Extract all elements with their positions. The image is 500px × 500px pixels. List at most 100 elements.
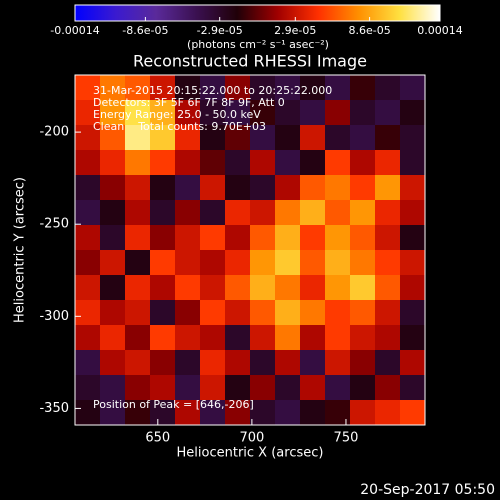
heatmap-cell [400, 200, 426, 226]
heatmap-cell [100, 375, 126, 401]
heatmap-cell [275, 175, 301, 201]
heatmap-cell [250, 325, 276, 351]
heatmap-cell [350, 175, 376, 201]
heatmap-cell [375, 125, 401, 151]
heatmap-cell [400, 350, 426, 376]
heatmap-cell [375, 325, 401, 351]
heatmap-cell [325, 100, 351, 126]
heatmap-cell [150, 275, 176, 301]
heatmap-cell [300, 400, 326, 426]
heatmap-cell [325, 400, 351, 426]
heatmap-cell [75, 225, 101, 251]
heatmap-cell [300, 300, 326, 326]
heatmap-cell [300, 200, 326, 226]
heatmap-cell [325, 300, 351, 326]
heatmap-cell [225, 375, 251, 401]
heatmap-cell [325, 275, 351, 301]
chart-title: Reconstructed RHESSI Image [133, 52, 367, 71]
heatmap-cell [150, 175, 176, 201]
heatmap-cell [200, 300, 226, 326]
heatmap-cell [175, 350, 201, 376]
heatmap-cell [300, 325, 326, 351]
heatmap-cell [175, 325, 201, 351]
heatmap-cell [275, 400, 301, 426]
heatmap-cell [325, 175, 351, 201]
heatmap-cell [375, 300, 401, 326]
heatmap-cell [225, 325, 251, 351]
heatmap-cell [225, 75, 251, 101]
heatmap-cell [200, 200, 226, 226]
heatmap-cell [150, 375, 176, 401]
heatmap-cell [250, 300, 276, 326]
x-tick-label: 750 [334, 431, 359, 446]
heatmap-cell [175, 250, 201, 276]
heatmap-cell [350, 100, 376, 126]
heatmap-cell [400, 175, 426, 201]
heatmap-cell [150, 75, 176, 101]
heatmap-cell [275, 275, 301, 301]
heatmap-cell [250, 100, 276, 126]
heatmap [75, 75, 426, 426]
heatmap-cell [375, 350, 401, 376]
heatmap-cell [150, 250, 176, 276]
heatmap-cell [100, 150, 126, 176]
heatmap-cell [400, 400, 426, 426]
heatmap-cell [300, 350, 326, 376]
heatmap-cell [400, 75, 426, 101]
heatmap-cell [175, 200, 201, 226]
heatmap-cell [125, 125, 151, 151]
heatmap-cell [125, 150, 151, 176]
heatmap-cell [275, 225, 301, 251]
heatmap-cell [275, 325, 301, 351]
heatmap-cell [75, 250, 101, 276]
heatmap-cell [125, 200, 151, 226]
heatmap-cell [225, 150, 251, 176]
heatmap-cell [250, 375, 276, 401]
heatmap-cell [200, 175, 226, 201]
x-tick-label: 650 [145, 431, 170, 446]
heatmap-cell [100, 250, 126, 276]
heatmap-cell [150, 300, 176, 326]
heatmap-cell [200, 375, 226, 401]
heatmap-cell [275, 375, 301, 401]
heatmap-cell [250, 250, 276, 276]
heatmap-cell [100, 200, 126, 226]
heatmap-cell [75, 275, 101, 301]
heatmap-cell [225, 125, 251, 151]
x-tick-label: 700 [239, 431, 264, 446]
heatmap-cell [175, 150, 201, 176]
heatmap-cell [75, 100, 101, 126]
heatmap-cell [300, 75, 326, 101]
heatmap-cell [325, 200, 351, 226]
heatmap-cell [350, 125, 376, 151]
heatmap-cell [350, 375, 376, 401]
heatmap-cell [400, 125, 426, 151]
heatmap-cell [150, 350, 176, 376]
heatmap-cell [275, 150, 301, 176]
colorbar [74, 4, 441, 22]
heatmap-cell [225, 275, 251, 301]
annotation: Energy Range: 25.0 - 50.0 keV [93, 108, 261, 121]
heatmap-cell [250, 175, 276, 201]
heatmap-cell [400, 325, 426, 351]
heatmap-cell [350, 225, 376, 251]
heatmap-cell [100, 225, 126, 251]
colorbar-tick-label: -8.6e-05 [122, 24, 168, 37]
heatmap-cell [300, 225, 326, 251]
heatmap-cell [250, 350, 276, 376]
heatmap-cell [200, 125, 226, 151]
heatmap-cell [75, 175, 101, 201]
heatmap-cell [200, 75, 226, 101]
heatmap-cell [400, 100, 426, 126]
heatmap-cell [200, 325, 226, 351]
heatmap-cell [100, 75, 126, 101]
heatmap-cell [100, 400, 126, 426]
heatmap-cell [100, 100, 126, 126]
heatmap-cell [125, 275, 151, 301]
heatmap-cell [125, 400, 151, 426]
heatmap-cell [325, 325, 351, 351]
heatmap-cell [75, 75, 101, 101]
heatmap-cell [275, 300, 301, 326]
heatmap-cell [300, 175, 326, 201]
heatmap-cell [400, 150, 426, 176]
